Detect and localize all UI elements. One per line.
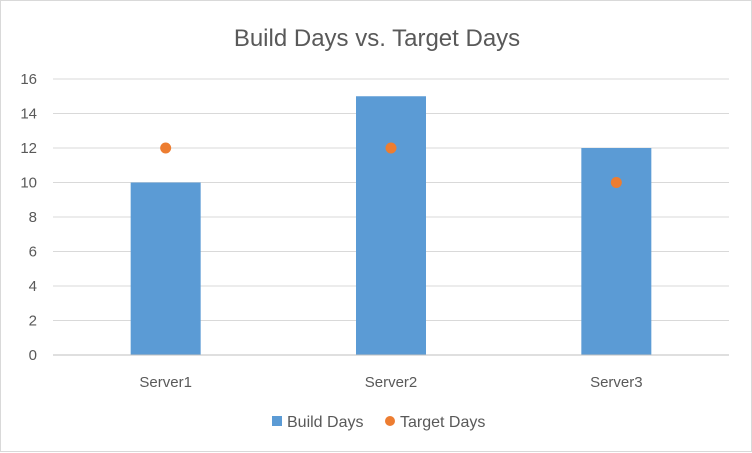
y-axis-ticks: 0 2 4 6 8 10 12 14 16 [20, 71, 37, 364]
x-tick-label: Server3 [590, 374, 643, 391]
y-tick-label: 12 [20, 140, 37, 157]
x-tick-label: Server2 [365, 374, 418, 391]
legend: Build Days Target Days [272, 414, 485, 431]
y-tick-label: 16 [20, 71, 37, 88]
y-tick-label: 4 [29, 278, 37, 295]
point-target-days [385, 142, 397, 154]
y-tick-label: 6 [29, 244, 37, 261]
point-series [160, 142, 622, 188]
x-tick-label: Server1 [139, 374, 192, 391]
bar-series [130, 96, 652, 355]
legend-label-build-days: Build Days [287, 414, 363, 431]
y-tick-label: 8 [29, 209, 37, 226]
point-target-days [610, 177, 622, 188]
y-tick-label: 10 [20, 175, 37, 192]
legend-swatch-build-days [272, 416, 282, 426]
y-tick-label: 2 [29, 313, 37, 330]
legend-label-target-days: Target Days [400, 414, 485, 431]
point-target-days [160, 142, 172, 154]
x-axis-ticks: Server1 Server2 Server3 [139, 374, 642, 391]
bar-build-days [130, 182, 201, 355]
legend-swatch-target-days [385, 416, 395, 426]
y-tick-label: 14 [20, 106, 37, 123]
y-tick-label: 0 [29, 347, 37, 364]
chart-title: Build Days vs. Target Days [234, 25, 520, 52]
bar-build-days [356, 96, 426, 355]
